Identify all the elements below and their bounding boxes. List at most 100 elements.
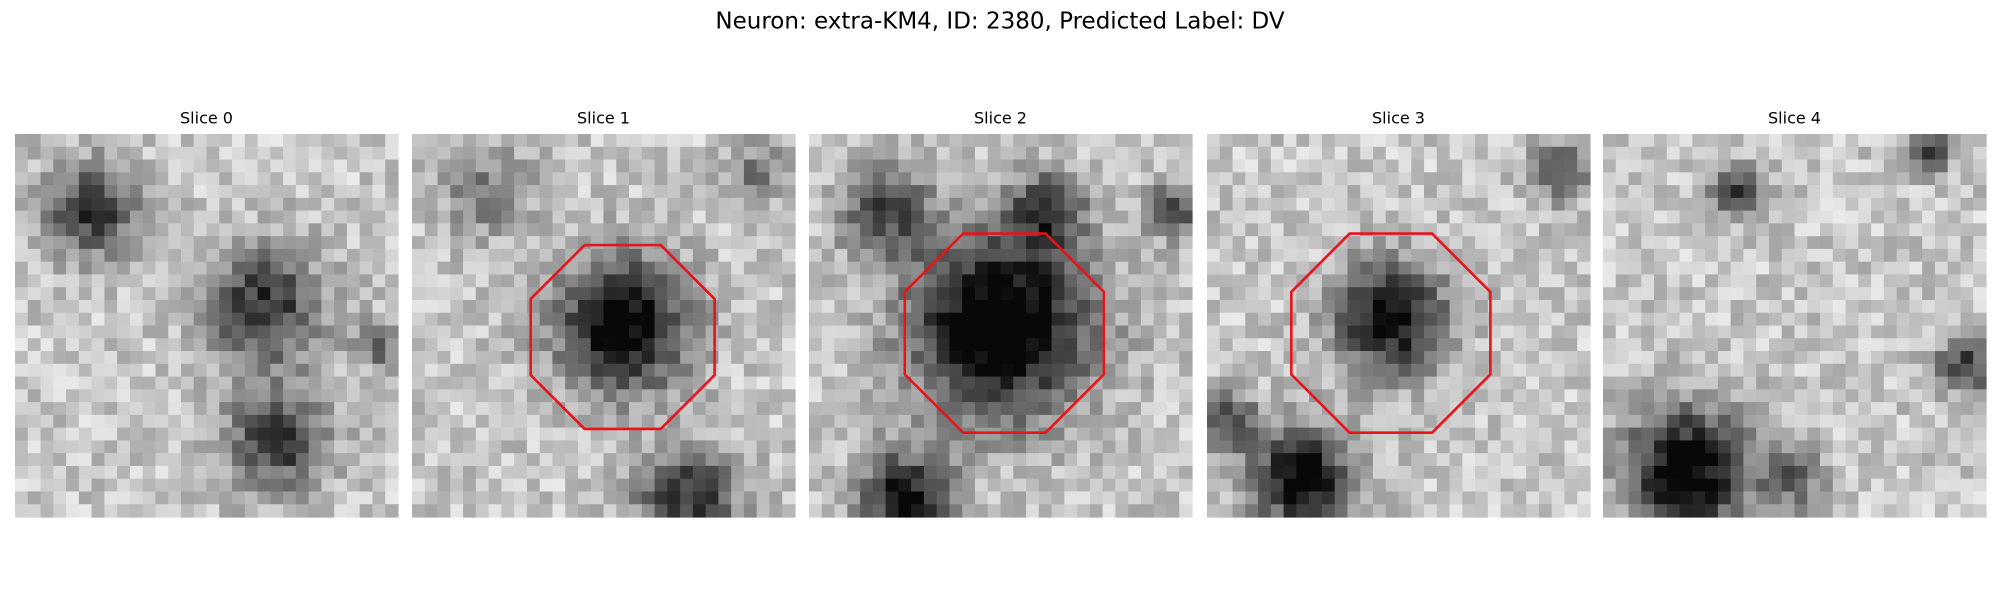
pixel bbox=[1858, 287, 1872, 301]
pixel bbox=[1475, 338, 1489, 352]
pixel bbox=[1013, 491, 1027, 505]
pixel bbox=[1934, 478, 1949, 493]
pixel bbox=[475, 197, 490, 212]
pixel bbox=[629, 261, 643, 276]
pixel bbox=[283, 504, 297, 518]
pixel bbox=[1692, 402, 1706, 416]
pixel bbox=[756, 223, 771, 237]
pixel bbox=[1232, 210, 1246, 224]
pixel bbox=[1654, 159, 1668, 173]
pixel bbox=[1577, 402, 1591, 416]
pixel bbox=[1513, 389, 1527, 403]
pixel bbox=[1538, 389, 1553, 403]
pixel bbox=[206, 172, 220, 186]
pixel bbox=[1807, 389, 1821, 403]
pixel bbox=[450, 325, 464, 339]
pixel bbox=[667, 491, 681, 505]
pixel bbox=[1102, 338, 1116, 352]
pixel bbox=[565, 376, 579, 390]
pixel bbox=[424, 491, 439, 505]
pixel bbox=[193, 363, 208, 378]
pixel bbox=[872, 197, 887, 212]
pixel bbox=[104, 299, 118, 314]
pixel bbox=[1270, 197, 1285, 212]
pixel bbox=[756, 210, 771, 224]
pixel bbox=[756, 414, 771, 429]
pixel bbox=[1334, 223, 1349, 237]
pixel bbox=[1577, 351, 1591, 365]
pixel bbox=[1334, 478, 1349, 493]
pixel bbox=[1372, 274, 1387, 288]
pixel bbox=[1564, 159, 1578, 173]
pixel bbox=[1347, 376, 1361, 390]
pixel bbox=[1475, 465, 1489, 480]
pixel bbox=[219, 287, 233, 301]
pixel bbox=[911, 236, 925, 250]
pixel bbox=[193, 261, 208, 276]
pixel bbox=[1153, 172, 1168, 186]
pixel bbox=[1947, 223, 1962, 237]
pixel bbox=[590, 261, 605, 276]
pixel bbox=[1705, 210, 1719, 224]
pixel bbox=[475, 402, 490, 416]
pixel bbox=[1526, 465, 1540, 480]
pixel bbox=[232, 402, 246, 416]
pixel bbox=[1449, 414, 1463, 429]
pixel bbox=[206, 465, 220, 480]
pixel bbox=[1013, 274, 1027, 288]
pixel bbox=[756, 236, 771, 250]
pixel bbox=[949, 376, 963, 390]
pixel bbox=[1871, 312, 1885, 327]
pixel bbox=[809, 453, 823, 467]
pixel bbox=[1166, 453, 1180, 467]
pixel bbox=[257, 248, 271, 263]
pixel bbox=[334, 210, 348, 224]
pixel bbox=[705, 248, 719, 263]
pixel bbox=[1500, 312, 1514, 327]
pixel bbox=[1743, 197, 1757, 212]
pixel bbox=[616, 172, 630, 186]
pixel bbox=[1372, 478, 1387, 493]
pixel bbox=[1487, 185, 1502, 199]
pixel bbox=[1321, 312, 1336, 327]
pixel bbox=[1538, 376, 1553, 390]
pixel bbox=[616, 261, 630, 276]
pixel bbox=[1038, 134, 1053, 148]
pixel bbox=[1526, 312, 1540, 327]
pixel bbox=[756, 146, 771, 161]
pixel bbox=[1207, 299, 1221, 314]
pixel bbox=[168, 440, 182, 454]
pixel bbox=[1140, 414, 1155, 429]
pixel bbox=[1436, 402, 1451, 416]
pixel bbox=[1679, 363, 1693, 378]
pixel bbox=[1245, 414, 1259, 429]
pixel bbox=[180, 465, 195, 480]
pixel bbox=[244, 376, 259, 390]
pixel bbox=[860, 299, 874, 314]
pixel bbox=[155, 376, 169, 390]
pixel bbox=[629, 465, 643, 480]
pixel bbox=[514, 338, 528, 352]
pixel bbox=[514, 312, 528, 327]
pixel bbox=[1166, 389, 1180, 403]
pixel bbox=[142, 261, 157, 276]
pixel bbox=[1128, 299, 1142, 314]
pixel bbox=[552, 504, 566, 518]
pixel bbox=[1258, 274, 1272, 288]
pixel bbox=[860, 185, 874, 199]
pixel bbox=[731, 236, 745, 250]
pixel bbox=[1424, 134, 1438, 148]
pixel bbox=[782, 223, 796, 237]
pixel bbox=[1756, 325, 1770, 339]
pixel bbox=[1564, 146, 1578, 161]
pixel bbox=[847, 159, 861, 173]
pixel bbox=[244, 504, 259, 518]
pixel bbox=[1666, 159, 1681, 173]
pixel bbox=[1858, 159, 1872, 173]
pixel bbox=[66, 402, 80, 416]
pixel bbox=[1270, 351, 1285, 365]
pixel bbox=[295, 351, 310, 365]
pixel bbox=[78, 504, 93, 518]
pixel bbox=[514, 223, 528, 237]
pixel bbox=[232, 197, 246, 212]
